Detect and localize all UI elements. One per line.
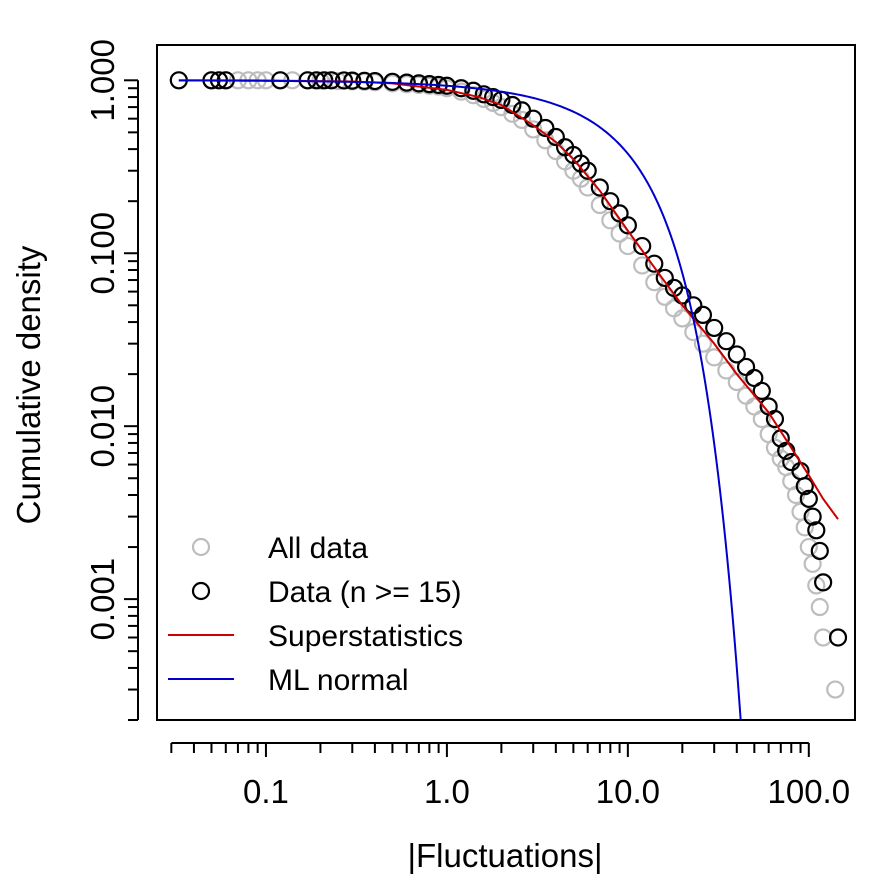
data-point: [610, 204, 629, 223]
data-point: [512, 101, 532, 120]
legend-marker: [191, 581, 211, 601]
data-point: [727, 345, 746, 364]
series-superstatistics: [178, 79, 839, 520]
data-point: [814, 573, 833, 592]
y-axis: 0.001 0.010 0.100 1.000: [84, 39, 139, 721]
data-point: [795, 518, 814, 537]
x-axis-label: |Fluctuations|: [407, 837, 602, 874]
data-point: [578, 161, 597, 180]
data-point: [814, 628, 833, 647]
y-tick-label: 1.000: [84, 39, 121, 122]
series-layer: [169, 71, 848, 719]
data-point: [590, 178, 609, 197]
data-point: [705, 318, 724, 338]
data-point: [717, 332, 736, 351]
legend-label: All data: [268, 532, 368, 565]
data-point: [826, 680, 845, 699]
y-tick-label: 0.001: [84, 558, 121, 641]
data-point: [705, 348, 724, 367]
legend: All data Data (n >= 15) Superstatistics ML …: [168, 532, 463, 697]
legend-label: Data (n >= 15): [268, 576, 461, 609]
data-point: [736, 357, 756, 377]
data-point: [799, 489, 818, 508]
data-point: [736, 386, 756, 405]
legend-label: ML normal: [268, 664, 409, 697]
legend-marker: [191, 537, 211, 557]
y-tick-label: 0.010: [84, 385, 121, 468]
data-point: [601, 192, 620, 211]
data-point: [810, 597, 829, 617]
data-point: [618, 236, 637, 256]
data-point: [645, 273, 664, 292]
data-point: [795, 477, 814, 496]
series-data-n-15: [169, 71, 848, 647]
data-point: [765, 409, 785, 429]
data-point: [524, 120, 543, 139]
data-point: [684, 322, 703, 342]
legend-item-data-n-15: Data (n >= 15): [191, 576, 461, 609]
data-point: [752, 381, 771, 400]
y-axis-label: Cumulative density: [10, 245, 47, 524]
data-point: [803, 507, 822, 526]
plot-area: [169, 71, 848, 719]
data-point: [693, 305, 713, 325]
data-point: [633, 256, 652, 275]
data-point: [655, 268, 674, 288]
data-point: [474, 85, 493, 104]
plot-frame: [156, 44, 856, 721]
series-line: [178, 79, 839, 520]
legend-label: Superstatistics: [268, 620, 463, 653]
data-point: [673, 309, 692, 328]
data-point: [633, 236, 652, 256]
data-point: [524, 109, 543, 128]
data-point: [828, 628, 848, 647]
x-tick-label: 0.1: [243, 773, 289, 810]
data-point: [765, 438, 785, 457]
legend-item-all-data: All data: [191, 532, 368, 565]
data-point: [693, 334, 713, 353]
y-tick-label: 0.100: [84, 212, 121, 295]
series-line: [178, 79, 742, 719]
data-point: [684, 296, 703, 315]
data-point: [590, 195, 609, 215]
data-point: [807, 521, 826, 540]
data-point: [618, 216, 637, 235]
series-ml-normal: [178, 79, 742, 719]
legend-item-superstatistics: Superstatistics: [168, 620, 463, 653]
data-point: [645, 254, 664, 273]
data-point: [810, 541, 829, 561]
data-point: [503, 104, 522, 123]
data-point: [483, 87, 503, 107]
x-tick-label: 10.0: [596, 773, 660, 810]
legend-item-ml-normal: ML normal: [168, 664, 409, 697]
data-point: [799, 537, 818, 557]
x-axis: 0.1 1.0 10.0 100.0: [170, 742, 851, 810]
data-point: [512, 110, 532, 130]
data-point: [365, 71, 384, 91]
data-point: [464, 81, 483, 100]
x-tick-label: 100.0: [768, 773, 851, 810]
x-tick-label: 1.0: [424, 773, 470, 810]
